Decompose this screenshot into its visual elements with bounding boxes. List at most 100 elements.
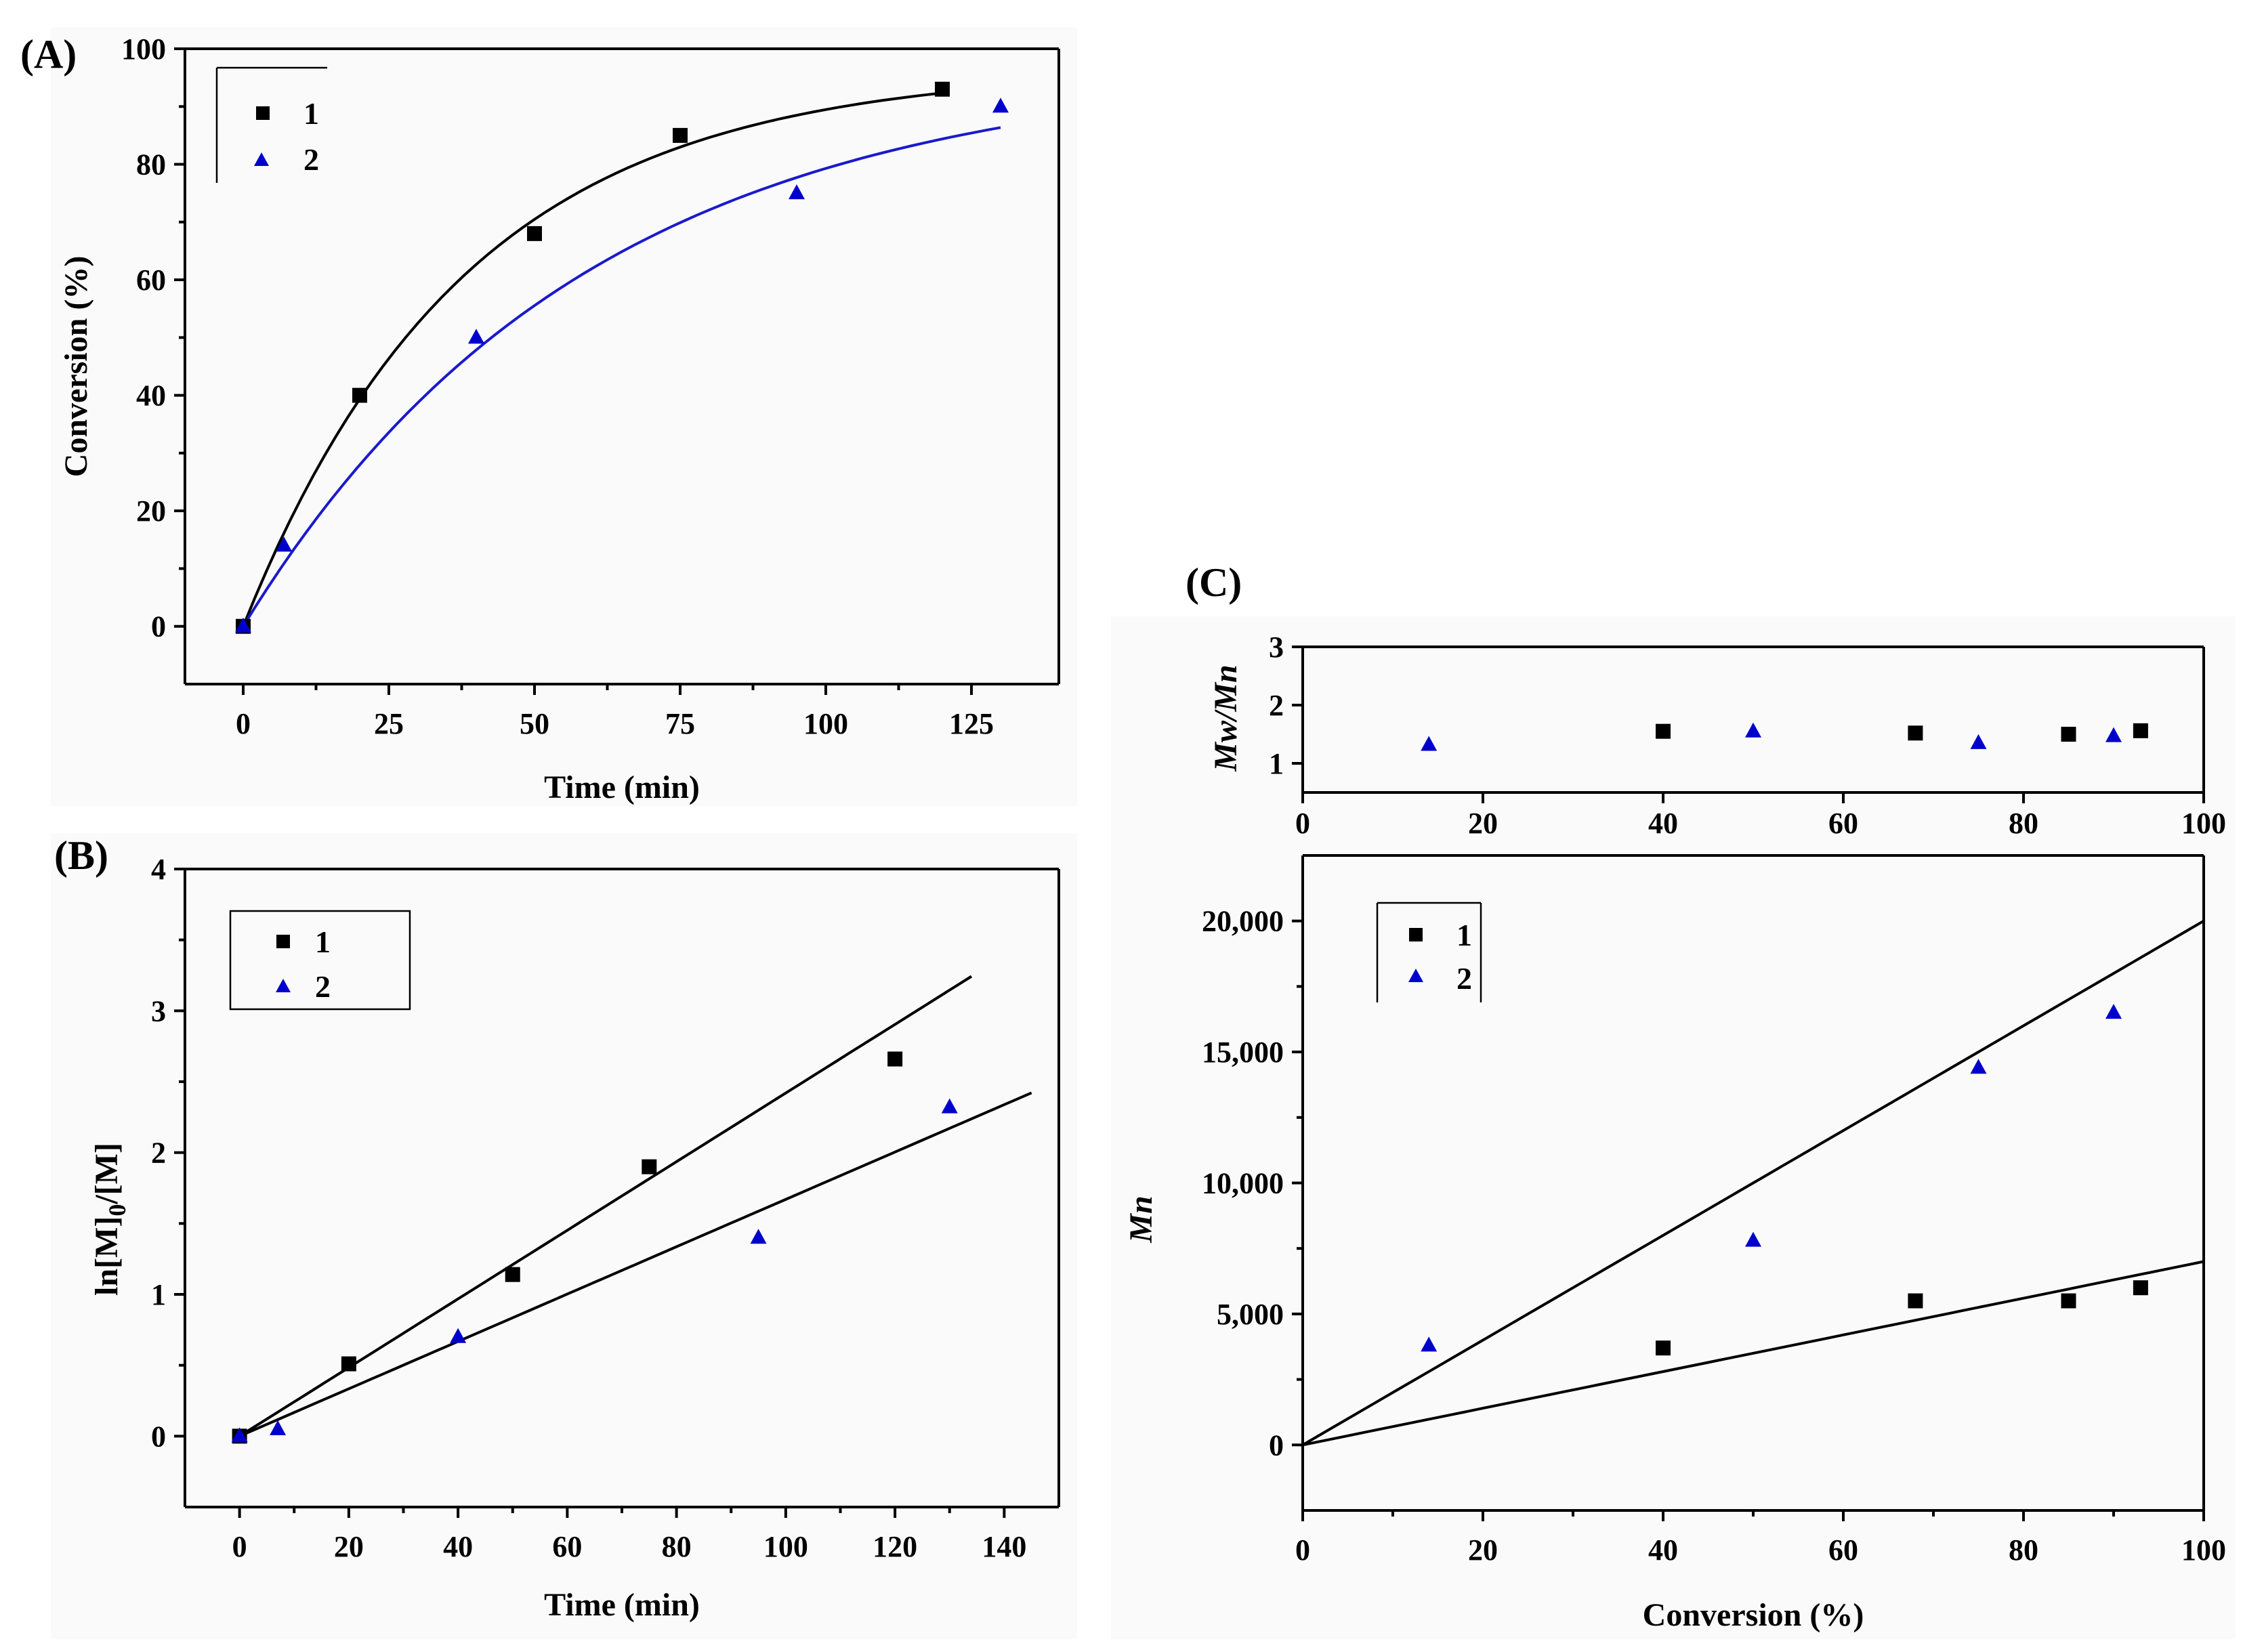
panel-a-legend-marker-1 bbox=[256, 106, 270, 120]
x-tick-label: 80 bbox=[2009, 1533, 2038, 1567]
data-point-series-2 bbox=[231, 1427, 248, 1443]
panel-c2-legend-label-2: 2 bbox=[1456, 961, 1472, 996]
panel-b-y-axis-subscript: 0 bbox=[104, 1204, 131, 1216]
x-tick-label: 40 bbox=[1648, 1533, 1678, 1567]
fit-line-series-1 bbox=[1302, 1260, 2204, 1447]
y-tick-label: 40 bbox=[136, 379, 166, 412]
data-point-series-2 bbox=[270, 1420, 287, 1435]
x-tick-label: 0 bbox=[236, 707, 251, 740]
panel-b-legend-marker-2 bbox=[276, 979, 291, 992]
panel-a-label: (A) bbox=[20, 32, 77, 77]
panel-c1-y-ticks: 1 2 3 bbox=[1269, 631, 1303, 780]
panel-b-y-ticks: 0 1 2 3 4 bbox=[151, 853, 185, 1453]
panel-c2-x-ticks: 0 20 40 60 80 100 bbox=[1295, 1510, 2226, 1567]
y-tick-label: 3 bbox=[151, 994, 166, 1028]
x-tick-label: 0 bbox=[232, 1530, 247, 1563]
panel-c2-data-points bbox=[1421, 1004, 2148, 1356]
data-point-series-1 bbox=[1908, 1293, 1923, 1309]
data-point-series-1 bbox=[527, 226, 542, 241]
x-tick-label: 20 bbox=[334, 1530, 364, 1563]
x-tick-label: 40 bbox=[443, 1530, 473, 1563]
x-tick-label: 100 bbox=[2181, 1533, 2226, 1567]
panel-c-molecular-weight: 0 20 40 60 80 100 0 5,000 10,000 15,000 20,000 Co… bbox=[1123, 854, 2226, 1633]
x-tick-label: 100 bbox=[803, 707, 848, 740]
panel-a-legend: 1 2 bbox=[215, 66, 327, 183]
panel-a-x-ticks: 0 25 50 75 100 125 bbox=[236, 684, 994, 740]
data-point-series-2 bbox=[1421, 1336, 1438, 1352]
y-tick-label: 100 bbox=[121, 33, 166, 66]
panel-c-dispersity: (C) 0 20 40 60 80 100 1 2 3 Mw/Mn bbox=[1186, 560, 2226, 840]
y-tick-label: 4 bbox=[151, 853, 166, 886]
data-point-series-1 bbox=[2061, 727, 2076, 742]
data-point-series-2 bbox=[1970, 734, 1987, 749]
data-point-series-2 bbox=[789, 184, 805, 200]
y-tick-label: 0 bbox=[1269, 1428, 1284, 1462]
panel-a-y-axis-label: Conversion (%) bbox=[58, 256, 94, 478]
x-tick-label: 100 bbox=[763, 1530, 808, 1563]
panel-a-x-axis-label: Time (min) bbox=[544, 769, 700, 805]
y-tick-label: 1 bbox=[1269, 747, 1284, 780]
data-point-series-2 bbox=[2105, 727, 2122, 742]
data-point-series-1 bbox=[352, 387, 367, 403]
x-tick-label: 0 bbox=[1295, 807, 1310, 840]
data-point-series-2 bbox=[468, 329, 484, 344]
x-tick-label: 75 bbox=[665, 707, 695, 740]
fit-line-series-2 bbox=[242, 126, 1001, 627]
fit-line-series-1 bbox=[238, 975, 973, 1437]
x-tick-label: 80 bbox=[2009, 807, 2038, 840]
panel-b-y-axis-label: ln[M]0/[M] bbox=[89, 1143, 131, 1296]
panel-c2-legend-label-1: 1 bbox=[1456, 918, 1472, 952]
panel-a: (A) 0 25 50 75 100 125 0 20 40 60 80 100 Time (min… bbox=[20, 32, 1060, 805]
panel-c2-legend-marker-2 bbox=[1408, 969, 1423, 982]
x-tick-label: 40 bbox=[1648, 807, 1678, 840]
panel-c2-fit-lines bbox=[1301, 919, 2205, 1447]
panel-a-legend-label-1: 1 bbox=[303, 96, 319, 131]
data-point-series-1 bbox=[2133, 1280, 2148, 1296]
x-tick-label: 60 bbox=[1828, 807, 1858, 840]
panel-b-legend-label-2: 2 bbox=[315, 969, 331, 1004]
x-tick-label: 60 bbox=[1828, 1533, 1858, 1567]
x-tick-label: 125 bbox=[949, 707, 994, 740]
x-tick-label: 25 bbox=[374, 707, 404, 740]
panel-b-data-points bbox=[231, 1051, 958, 1444]
data-point-series-2 bbox=[235, 617, 251, 633]
fit-line-series-2 bbox=[238, 1091, 1032, 1438]
x-tick-label: 60 bbox=[552, 1530, 582, 1563]
y-tick-label: 10,000 bbox=[1202, 1167, 1284, 1200]
y-tick-label: 5,000 bbox=[1217, 1298, 1284, 1331]
panel-a-legend-marker-2 bbox=[254, 152, 269, 166]
panel-b-x-axis-label: Time (min) bbox=[544, 1587, 700, 1623]
panel-b-legend-marker-1 bbox=[276, 935, 290, 948]
data-point-series-2 bbox=[2105, 1004, 2122, 1019]
panel-a-legend-label-2: 2 bbox=[303, 142, 319, 177]
y-tick-label: 20,000 bbox=[1202, 905, 1284, 938]
panel-c1-x-ticks: 0 20 40 60 80 100 bbox=[1295, 792, 2226, 840]
data-point-series-2 bbox=[1421, 736, 1438, 751]
y-tick-label: 60 bbox=[136, 263, 166, 297]
y-tick-label: 0 bbox=[151, 1420, 166, 1453]
data-point-series-1 bbox=[935, 81, 950, 97]
data-point-series-2 bbox=[1970, 1059, 1987, 1074]
x-tick-label: 20 bbox=[1468, 1533, 1498, 1567]
data-point-series-2 bbox=[941, 1098, 958, 1114]
y-tick-label: 80 bbox=[136, 148, 166, 182]
y-tick-label: 15,000 bbox=[1202, 1036, 1284, 1069]
x-tick-label: 0 bbox=[1295, 1533, 1310, 1567]
x-tick-label: 100 bbox=[2181, 807, 2226, 840]
x-tick-label: 50 bbox=[520, 707, 549, 740]
data-point-series-1 bbox=[2133, 723, 2148, 738]
data-point-series-1 bbox=[673, 127, 688, 143]
panel-c2-legend-marker-1 bbox=[1409, 928, 1423, 941]
panel-c1-data-points bbox=[1421, 722, 2148, 751]
panel-c2-x-axis-label: Conversion (%) bbox=[1643, 1597, 1864, 1633]
panel-b-label: (B) bbox=[54, 833, 108, 878]
data-point-series-2 bbox=[276, 536, 293, 552]
data-point-series-1 bbox=[642, 1159, 657, 1174]
panel-b-legend: 1 2 bbox=[229, 910, 411, 1011]
data-point-series-2 bbox=[992, 98, 1009, 113]
panel-c-label: (C) bbox=[1186, 560, 1242, 605]
x-tick-label: 80 bbox=[662, 1530, 692, 1563]
fit-line-series-2 bbox=[1301, 919, 2205, 1447]
